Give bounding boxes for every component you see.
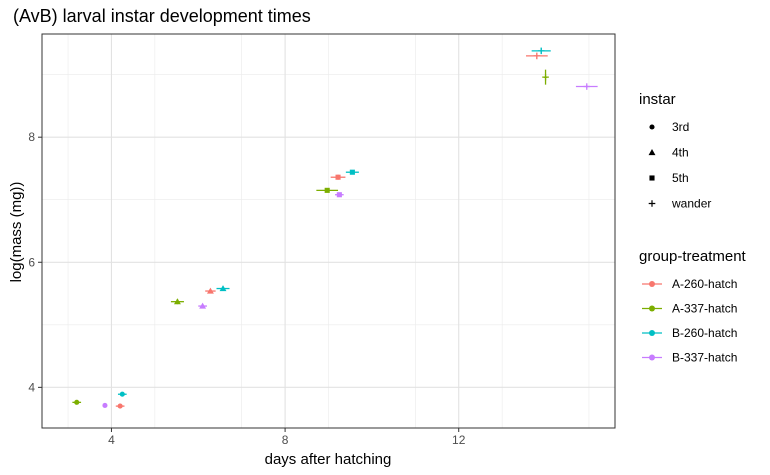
point-3rd [117,403,123,409]
chart-title: (AvB) larval instar development times [13,6,311,26]
panel-border [41,33,616,429]
instar-legend-title: instar [639,91,676,108]
legend-label-A-260-hatch: A-260-hatch [672,277,737,291]
legend-key-3rd [649,124,655,130]
legend-key-point [649,330,655,336]
legend-key-point [649,305,655,312]
x-tick-label: 8 [282,433,289,447]
legend-label-5th: 5th [672,171,689,185]
legend-key-point [649,281,655,287]
gridlines [42,34,615,428]
data-marks [72,47,598,409]
data-point [115,403,125,409]
legend-key-wander [648,200,656,207]
data-point [117,391,127,397]
y-tick-label: 8 [28,130,35,144]
data-point [526,52,548,60]
y-tick-label: 4 [28,380,35,394]
legend-label-A-337-hatch: A-337-hatch [672,302,737,316]
x-tick-label: 4 [108,433,115,447]
point-4th [219,285,227,292]
data-point [102,402,108,409]
point-5th [349,169,355,175]
y-tick-label: 6 [28,255,35,269]
legend-label-3rd: 3rd [672,120,689,134]
point-wander [542,73,549,81]
data-point [330,174,346,180]
series-A-260-hatch [115,52,548,409]
legend: instar group-treatment 3rd 4th 5th wander A-… [639,91,747,365]
data-point [335,192,344,198]
legend-key-5th [649,175,655,181]
point-3rd [102,402,108,409]
point-wander [583,83,591,90]
x-axis-title: days after hatching [265,451,392,468]
point-wander [533,52,541,60]
series-B-337-hatch [102,83,598,409]
legend-label-wander: wander [671,197,711,211]
point-5th [336,192,342,198]
point-wander [537,47,545,55]
data-point [170,298,184,305]
data-point [531,47,551,55]
series-A-337-hatch [72,69,549,405]
data-point [345,169,359,175]
y-axis-title: log(mass (mg)) [8,182,25,283]
point-4th [199,302,207,309]
point-5th [335,174,341,180]
point-5th [324,187,330,193]
point-3rd [119,391,125,397]
axes: 4 8 12 4 6 8 [28,33,616,447]
data-point [216,285,230,292]
data-point [198,302,207,309]
data-point [72,399,82,405]
group-legend-title: group-treatment [639,248,747,265]
data-point [205,287,216,294]
data-point [316,187,339,193]
legend-key-4th [648,149,656,156]
point-4th [206,287,214,294]
x-tick-label: 12 [452,433,466,447]
data-point [542,69,549,85]
point-3rd [74,399,80,405]
legend-label-B-337-hatch: B-337-hatch [672,351,737,365]
data-point [575,83,598,90]
legend-items: 3rd 4th 5th wander A-260-hatch A-337-hatch B-2… [642,120,737,365]
legend-label-B-260-hatch: B-260-hatch [672,326,737,340]
series-B-260-hatch [117,47,551,397]
point-4th [173,298,181,305]
legend-key-point [649,354,655,361]
legend-label-4th: 4th [672,146,689,160]
